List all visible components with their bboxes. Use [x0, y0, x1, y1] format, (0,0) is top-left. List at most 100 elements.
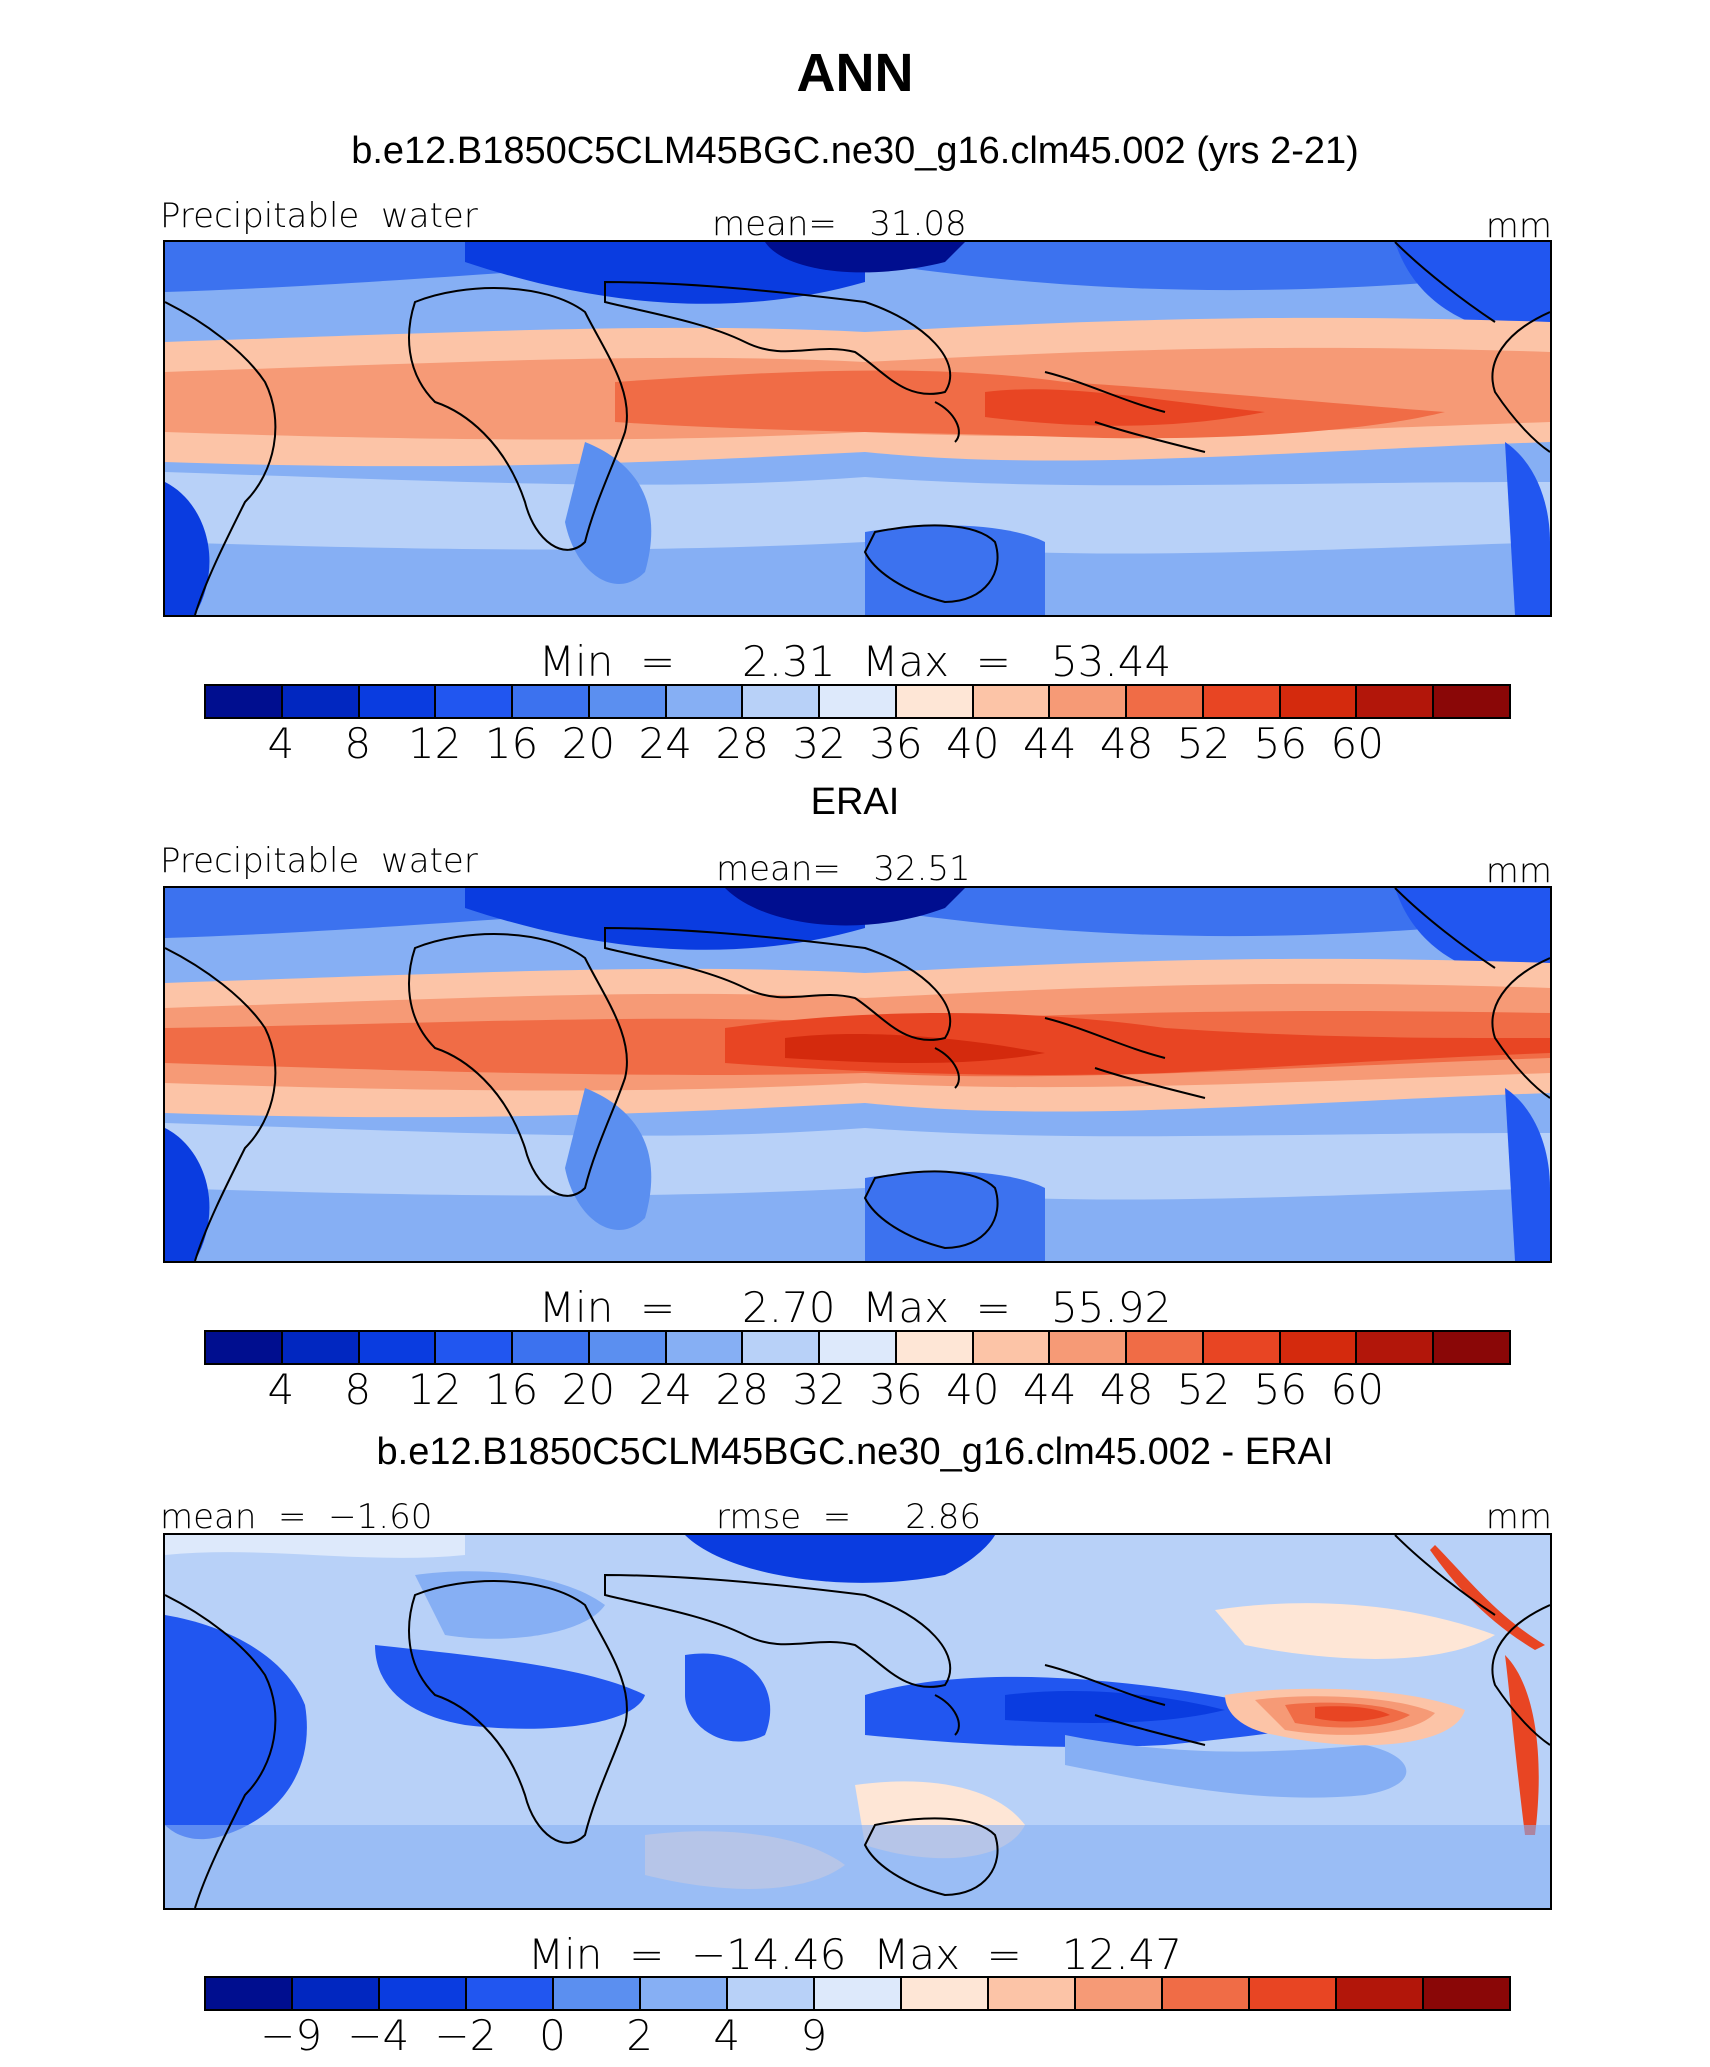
panel-model-colorbar-swatch: [282, 686, 360, 717]
panel-model-colorbar-tick-label: 52: [1176, 719, 1231, 768]
panel-obs-colorbar-swatch: [896, 1332, 974, 1363]
panel-diff-rmse-label: rmse = 2.86: [716, 1497, 981, 1537]
panel-model-colorbar-tick-label: 16: [484, 719, 539, 768]
panel-model-colorbar-swatch: [1280, 686, 1358, 717]
panel-model-colorbar-swatch: [896, 686, 974, 717]
panel-diff-colorbar-tick-label: −9: [260, 2011, 323, 2060]
panel-model-colorbar-tick-label: 40: [946, 719, 1000, 768]
panel-diff-colorbar-tick-label: 4: [713, 2011, 741, 2060]
panel-model-map: [163, 240, 1552, 617]
panel-obs-colorbar-tick-label: 56: [1253, 1365, 1308, 1414]
panel-diff-colorbar-swatch: [815, 1978, 902, 2009]
panel-model-colorbar-swatch: [820, 686, 897, 717]
panel-model-colorbar-tick-label: 24: [638, 719, 692, 768]
panel-obs-colorbar-tick-label: 48: [1099, 1365, 1154, 1414]
panel-diff-colorbar-swatch: [1163, 1978, 1250, 2009]
panel-obs-colorbar-tick-label: 32: [792, 1365, 846, 1414]
panel-obs-colorbar-tick-label: 28: [715, 1365, 769, 1414]
panel-diff-colorbar-swatch: [1250, 1978, 1337, 2009]
panel-diff-colorbar-swatch: [641, 1978, 728, 2009]
panel-diff-minmax: Min = −14.46 Max = 12.47: [527, 1930, 1183, 1979]
panel-model-colorbar-tick-label: 4: [267, 719, 295, 768]
panel-model-colorbar-tick-label: 8: [344, 719, 372, 768]
panel-diff-colorbar-swatch: [728, 1978, 815, 2009]
panel-diff-colorbar-swatch: [902, 1978, 989, 2009]
panel-obs-colorbar-tick-label: 12: [407, 1365, 462, 1414]
panel-model-colorbar-tick-label: 36: [869, 719, 923, 768]
panel-model-colorbar-swatch: [1203, 686, 1281, 717]
panel-obs-colorbar-tick-label: 20: [561, 1365, 616, 1414]
panel-diff-units: mm: [1485, 1497, 1552, 1537]
panel-obs-colorbar-ticks: 4 8 12 16 20 24 28 32 36 40 44 48 52 56 60: [204, 1366, 1511, 1416]
panel-obs-colorbar-tick-label: 60: [1330, 1365, 1384, 1414]
panel-obs-colorbar-swatch: [1434, 1332, 1510, 1363]
panel-obs-colorbar-swatch: [1127, 1332, 1204, 1363]
panel-model-colorbar-swatch: [1357, 686, 1435, 717]
panel-obs-colorbar-swatch: [666, 1332, 744, 1363]
panel-obs-colorbar-swatch: [1050, 1332, 1128, 1363]
panel-model-colorbar-swatch: [973, 686, 1051, 717]
panel-diff-colorbar-tick-label: 9: [800, 2011, 828, 2060]
panel-model-colorbar-swatch: [1127, 686, 1204, 717]
panel-diff-colorbar-swatch: [467, 1978, 554, 2009]
panel-obs-colorbar-tick-label: 44: [1022, 1365, 1077, 1414]
panel-diff-colorbar-ticks: −9 −4 −2 0 2 4 9: [204, 2012, 1511, 2062]
panel-obs-colorbar-swatch: [1203, 1332, 1281, 1363]
panel-model-colorbar-swatch: [359, 686, 437, 717]
panel-diff-contour-field: [165, 1535, 1550, 1908]
panel-diff-colorbar-swatch: [1076, 1978, 1163, 2009]
panel-obs-colorbar-swatch: [589, 1332, 667, 1363]
panel-obs-colorbar-tick-label: 4: [267, 1365, 295, 1414]
panel-diff-mean-label: mean = −1.60: [160, 1497, 433, 1537]
panel-diff-colorbar-swatch: [206, 1978, 293, 2009]
panel-model-colorbar: [204, 684, 1511, 719]
panel-diff-colorbar-tick-label: −4: [347, 2011, 410, 2060]
panel-obs-minmax: Min = 2.70 Max = 55.92: [538, 1283, 1172, 1332]
panel-obs-colorbar-swatch: [743, 1332, 821, 1363]
panel-obs-colorbar-swatch: [1280, 1332, 1358, 1363]
panel-diff-colorbar: [204, 1976, 1511, 2011]
panel-diff-subtitle: b.e12.B1850C5CLM45BGC.ne30_g16.clm45.002…: [376, 1431, 1334, 1473]
panel-obs-colorbar-swatch: [1357, 1332, 1435, 1363]
panel-diff-map: [163, 1533, 1552, 1910]
panel-model-colorbar-swatch: [1050, 686, 1128, 717]
panel-model-colorbar-ticks: 4 8 12 16 20 24 28 32 36 40 44 48 52 56 60: [204, 720, 1511, 770]
panel-diff-colorbar-swatch: [1424, 1978, 1509, 2009]
panel-model-colorbar-swatch: [206, 686, 283, 717]
panel-model-colorbar-swatch: [513, 686, 590, 717]
panel-diff-colorbar-swatch: [1337, 1978, 1424, 2009]
panel-diff-colorbar-tick-label: 2: [626, 2011, 654, 2060]
figure-title: ANN: [796, 43, 914, 103]
panel-diff-colorbar-swatch: [989, 1978, 1076, 2009]
panel-obs-colorbar-swatch: [436, 1332, 514, 1363]
panel-obs-colorbar-swatch: [359, 1332, 437, 1363]
panel-diff-colorbar-swatch: [554, 1978, 641, 2009]
panel-obs-variable-label: Precipitable water: [160, 841, 478, 881]
panel-model-contour-field: [165, 242, 1550, 615]
panel-obs-colorbar-tick-label: 16: [484, 1365, 539, 1414]
panel-obs-contour-field: [165, 888, 1550, 1261]
panel-obs-colorbar-swatch: [206, 1332, 283, 1363]
panel-model-colorbar-tick-label: 48: [1099, 719, 1154, 768]
panel-diff-colorbar-tick-label: −2: [434, 2011, 497, 2060]
panel-model-subtitle: b.e12.B1850C5CLM45BGC.ne30_g16.clm45.002…: [351, 130, 1359, 172]
panel-diff-colorbar-swatch: [293, 1978, 380, 2009]
panel-obs-colorbar-tick-label: 40: [946, 1365, 1000, 1414]
panel-model-colorbar-swatch: [743, 686, 821, 717]
panel-model-units: mm: [1485, 206, 1552, 246]
panel-obs-map: [163, 886, 1552, 1263]
panel-obs-colorbar-tick-label: 36: [869, 1365, 923, 1414]
panel-model-colorbar-tick-label: 12: [407, 719, 462, 768]
panel-model-colorbar-swatch: [436, 686, 514, 717]
panel-obs-colorbar-swatch: [513, 1332, 590, 1363]
panel-obs-colorbar-tick-label: 52: [1176, 1365, 1231, 1414]
panel-model-colorbar-tick-label: 28: [715, 719, 769, 768]
panel-diff-colorbar-swatch: [380, 1978, 467, 2009]
panel-obs-units: mm: [1485, 851, 1552, 891]
panel-model-minmax: Min = 2.31 Max = 53.44: [538, 637, 1172, 686]
panel-model-colorbar-tick-label: 32: [792, 719, 846, 768]
panel-obs-colorbar: [204, 1330, 1511, 1365]
panel-obs-colorbar-swatch: [282, 1332, 360, 1363]
panel-model-colorbar-swatch: [666, 686, 744, 717]
panel-model-colorbar-swatch: [589, 686, 667, 717]
